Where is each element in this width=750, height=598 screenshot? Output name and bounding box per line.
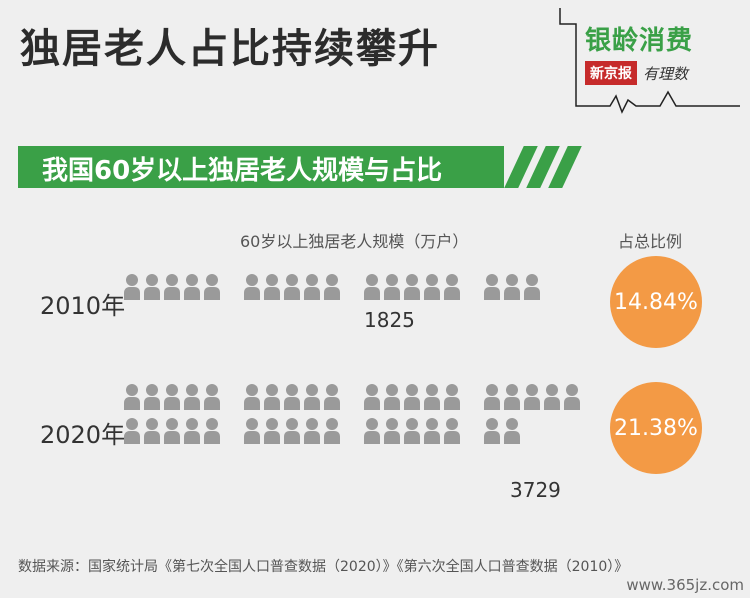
person-icon xyxy=(124,384,140,410)
value-label-2020: 3729 xyxy=(510,478,561,502)
person-icon xyxy=(144,384,160,410)
person-icon xyxy=(404,274,420,300)
year-label-2010: 2010年 xyxy=(40,292,126,320)
brand-logo: 银龄消费 新京报 有理数 xyxy=(585,20,735,85)
person-icon xyxy=(264,418,280,444)
page-title: 独居老人占比持续攀升 xyxy=(20,26,440,72)
brand-extra: 有理数 xyxy=(643,64,689,83)
ratio-circle-2010: 14.84% xyxy=(610,256,702,348)
person-icon xyxy=(164,384,180,410)
person-icon xyxy=(124,418,140,444)
person-icon xyxy=(204,384,220,410)
person-icon xyxy=(244,384,260,410)
value-label-2010: 1825 xyxy=(364,308,415,332)
person-icon xyxy=(384,274,400,300)
person-icon xyxy=(504,274,520,300)
person-icon xyxy=(504,418,520,444)
person-icon xyxy=(304,384,320,410)
person-icon xyxy=(324,274,340,300)
chart-subtitle: 我国60岁以上独居老人规模与占比 xyxy=(42,156,443,186)
person-icon xyxy=(164,418,180,444)
person-icon xyxy=(264,274,280,300)
person-icon xyxy=(144,418,160,444)
column-header-scale: 60岁以上独居老人规模（万户） xyxy=(240,232,469,251)
person-icon xyxy=(424,274,440,300)
ratio-value-2020: 21.38% xyxy=(614,415,698,441)
person-icon xyxy=(204,274,220,300)
person-icon xyxy=(364,384,380,410)
person-icon xyxy=(524,384,540,410)
person-icon xyxy=(164,274,180,300)
person-icon xyxy=(284,384,300,410)
person-icon xyxy=(144,274,160,300)
person-icon xyxy=(184,384,200,410)
person-icon xyxy=(444,418,460,444)
person-icon xyxy=(444,274,460,300)
person-icon xyxy=(304,274,320,300)
heartbeat-line xyxy=(559,8,740,114)
data-source: 数据来源：国家统计局《第七次全国人口普查数据（2020）》《第六次全国人口普查数… xyxy=(18,559,629,575)
person-icon xyxy=(264,384,280,410)
person-icon xyxy=(324,418,340,444)
brand-name: 银龄消费 xyxy=(585,26,694,56)
year-label-2020: 2020年 xyxy=(40,421,126,449)
person-icon xyxy=(244,418,260,444)
brand-tag: 新京报 xyxy=(585,61,637,85)
ratio-circle-2020: 21.38% xyxy=(610,382,702,474)
person-icon xyxy=(384,418,400,444)
person-icon xyxy=(504,384,520,410)
person-icon xyxy=(524,274,540,300)
person-icon xyxy=(244,274,260,300)
person-icon xyxy=(184,274,200,300)
watermark: www.365jz.com xyxy=(626,576,744,594)
person-icon xyxy=(284,274,300,300)
subtitle-banner: 我国60岁以上独居老人规模与占比 xyxy=(18,146,504,188)
person-icon xyxy=(484,418,500,444)
person-icon xyxy=(124,274,140,300)
person-icon xyxy=(404,384,420,410)
person-icon xyxy=(444,384,460,410)
person-icon xyxy=(424,384,440,410)
ratio-value-2010: 14.84% xyxy=(614,289,698,315)
person-icon xyxy=(184,418,200,444)
column-header-ratio: 占总比例 xyxy=(618,232,683,251)
person-icon xyxy=(564,384,580,410)
person-icon xyxy=(304,418,320,444)
person-icon xyxy=(324,384,340,410)
person-icon xyxy=(544,384,560,410)
person-icon xyxy=(484,384,500,410)
person-icon xyxy=(404,418,420,444)
person-icon xyxy=(484,274,500,300)
person-icon xyxy=(364,274,380,300)
person-icon xyxy=(284,418,300,444)
person-icon xyxy=(384,384,400,410)
person-icon xyxy=(424,418,440,444)
person-icon xyxy=(364,418,380,444)
person-icon xyxy=(204,418,220,444)
